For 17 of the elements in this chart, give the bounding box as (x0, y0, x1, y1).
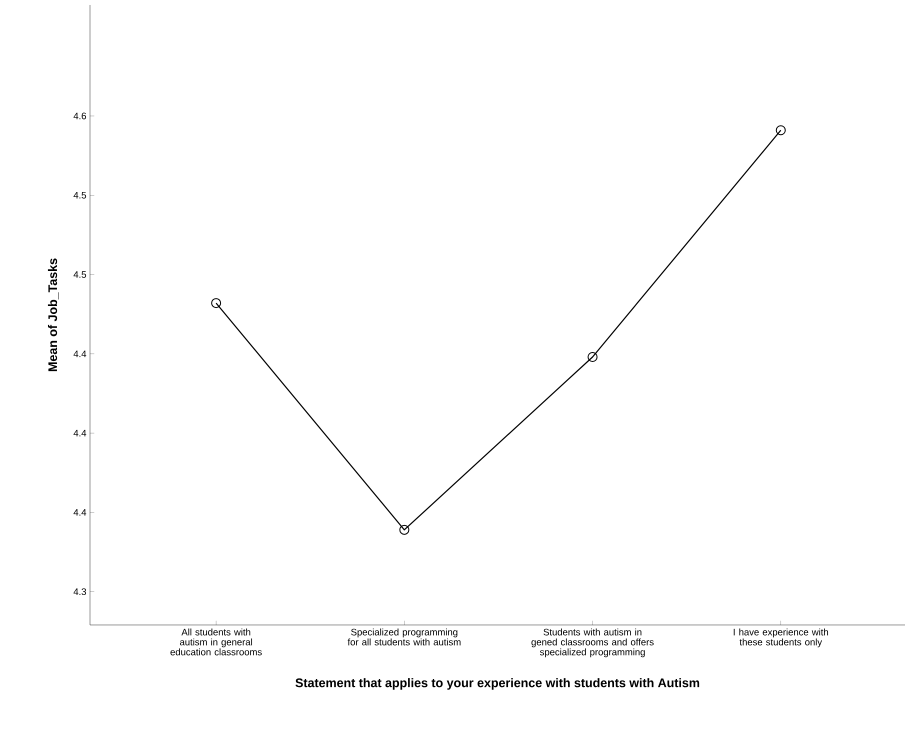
point (776, 125, 786, 136)
point (399, 524, 410, 535)
y-tick-label: 4.6 (74, 112, 86, 120)
point (588, 352, 598, 362)
x-tick-label: Students with autism in gened classrooms and offers specialized programming (531, 628, 654, 658)
y-tick-label: 4.3 (74, 588, 86, 596)
y-tick-label: 4.4 (74, 430, 86, 436)
y-tick-label: 4.4 (74, 509, 86, 516)
point (211, 298, 222, 308)
y-tick-label: 4.5 (74, 271, 86, 278)
x-axis-title: Statement that applies to your experience with students with Autism (295, 678, 700, 690)
y-axis-title: Mean of Job_Tasks (48, 258, 58, 372)
x-tick-label: All students with autism in general education classrooms (170, 628, 262, 656)
x-tick-label: I have experience with these students only (734, 628, 828, 648)
y-tick-label: 4.4 (74, 350, 86, 358)
x-tick-label: Specialized programming for all students with autism (348, 628, 461, 646)
y-tick-label: 4.5 (74, 192, 86, 199)
